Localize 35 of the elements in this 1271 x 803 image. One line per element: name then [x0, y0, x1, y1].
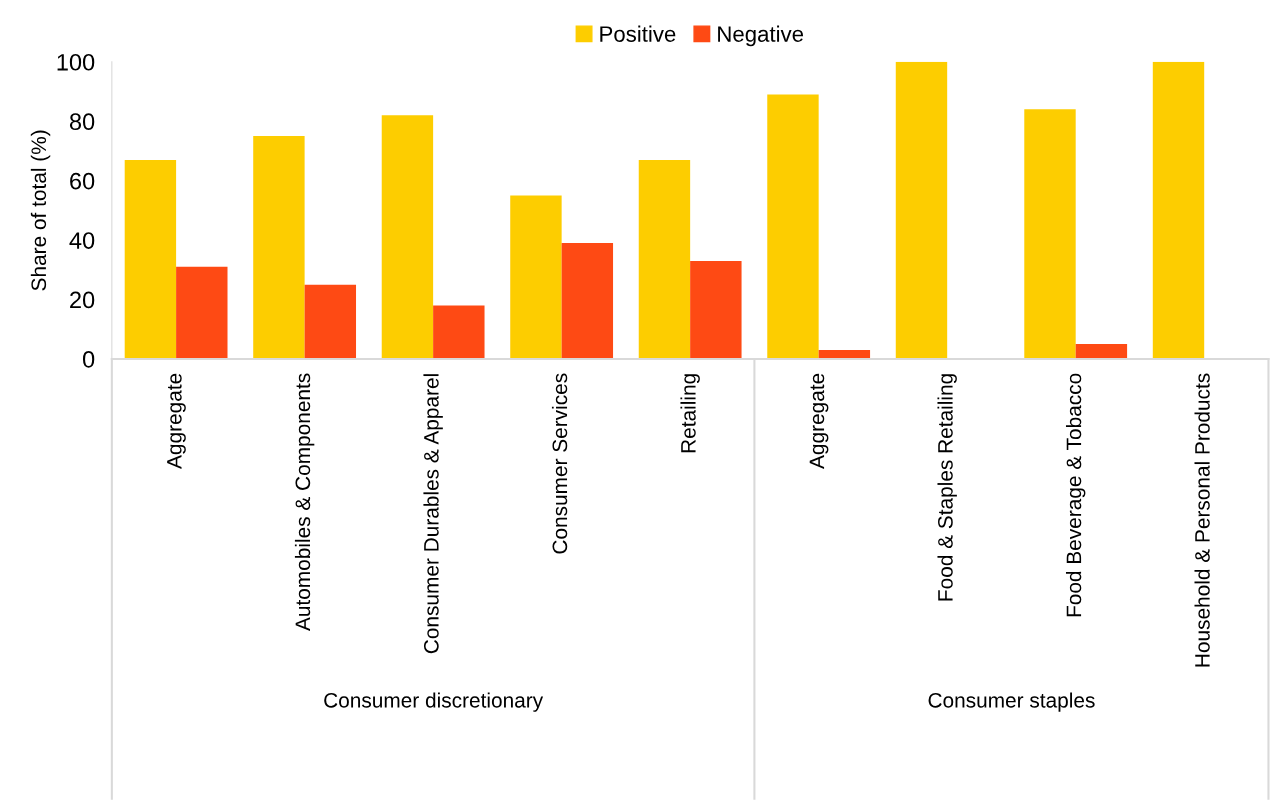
- x-tick-label: Consumer Services: [551, 373, 568, 554]
- text: Consumer staples: [928, 692, 1095, 712]
- y-tick-label: 60: [70, 172, 95, 190]
- bar: [304, 284, 357, 359]
- bar: [124, 159, 177, 359]
- x-tick-label: Automobiles & Components: [294, 373, 315, 632]
- bar: [1075, 344, 1128, 359]
- y-tick-label: 0: [82, 351, 95, 368]
- bar: [561, 243, 614, 359]
- text: Consumer discretionary: [324, 692, 544, 712]
- bar: [895, 61, 948, 359]
- bar: [1024, 109, 1076, 359]
- y-tick-label: 40: [69, 232, 95, 249]
- y-tick-label: 80: [69, 113, 95, 131]
- x-tick-label: Retailing: [680, 374, 700, 453]
- x-tick-label: Food & Staples Retailing: [937, 374, 957, 601]
- x-tick-label: Aggregate: [809, 373, 829, 469]
- bar: [176, 266, 228, 359]
- bar: [253, 136, 305, 359]
- bar: [1152, 61, 1205, 359]
- bar: [638, 159, 691, 359]
- bar: [381, 115, 434, 359]
- legend-label: Positive: [600, 25, 676, 42]
- x-tick-label: Household & Personal Products: [1194, 373, 1210, 667]
- x-tick-label: Food Beverage & Tobacco: [1065, 373, 1086, 617]
- y-tick-label: 20: [70, 291, 95, 309]
- y-axis-title: Share of total (%): [30, 130, 51, 291]
- legend-label: Negative: [718, 25, 804, 47]
- x-tick-label: Consumer Durables & Apparel: [423, 374, 443, 654]
- bar: [690, 260, 742, 359]
- bar: [433, 305, 485, 359]
- x-tick-label: Aggregate: [167, 373, 186, 469]
- bar: [767, 94, 819, 359]
- bar: [510, 195, 562, 359]
- y-tick-label: 100: [57, 53, 95, 71]
